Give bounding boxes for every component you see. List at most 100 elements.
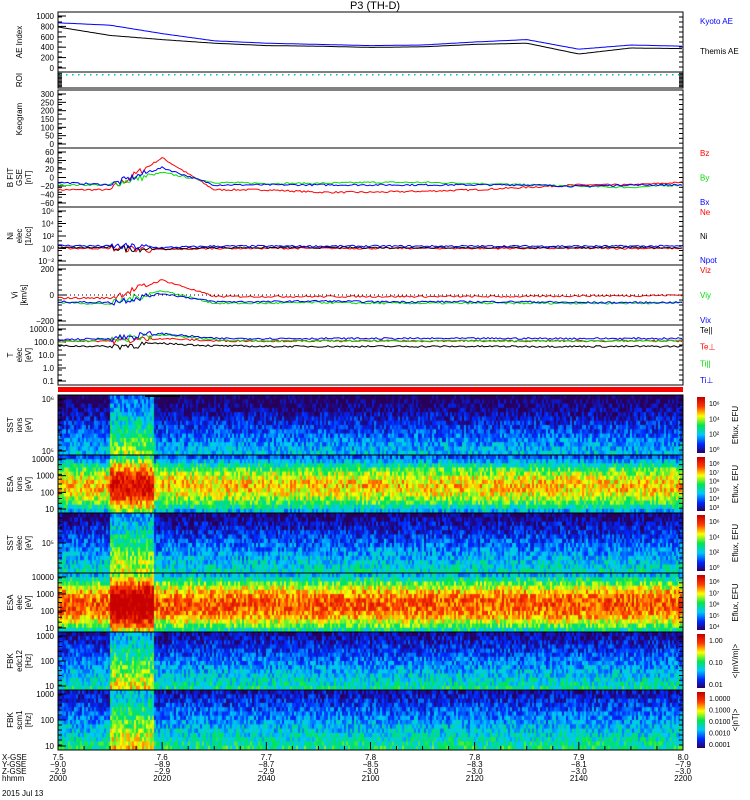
roi-dot [234,74,236,76]
y-tick-label: 10² [42,232,54,241]
y-tick-label: 250 [41,98,55,107]
colorbar-tick-label: 0.0001 [709,742,731,749]
y-tick-label: 10 [45,742,54,751]
roi-dot [168,74,170,76]
roi-dot [420,74,422,76]
series-line-viy [57,290,683,305]
y-axis-label: elec [15,536,24,551]
roi-dot [408,74,410,76]
y-axis-label: [eV] [24,477,33,491]
roi-dot [558,74,560,76]
y-axis-label: [km/s] [20,284,29,305]
roi-dot [60,74,62,76]
y-tick-label: 100 [41,657,55,666]
roi-dot [324,74,326,76]
y-axis-label: ions [15,418,24,433]
series-line-bx [57,166,683,188]
x-tick-label: 7.7 [261,753,273,762]
colorbar-tick-label: 10⁶ [709,602,720,609]
y-axis-label: SST [6,535,15,551]
roi-dot [336,74,338,76]
roi-dot [444,74,446,76]
y-tick-label: 400 [41,43,55,52]
roi-dot [372,74,374,76]
y-axis-label: [Hz] [24,654,33,668]
y-axis-label: [1/cc] [24,226,33,245]
y-tick-label: 1000 [36,12,54,21]
roi-dot [276,74,278,76]
fbk_scm-spectrogram [58,690,683,750]
roi-dot [264,74,266,76]
roi-dot [204,74,206,76]
y-tick-label: 10⁶ [42,207,54,216]
y-axis-label: SST [6,417,15,433]
panel-frame [57,631,684,691]
x-tick-label: −3.0 [571,767,587,776]
roi-dot [342,74,344,76]
roi-dot [552,74,554,76]
y-tick-label: 10000 [32,455,55,464]
x-tick-label: −8.7 [258,760,274,769]
roi-dot [390,74,392,76]
plot-title: P3 (TH-D) [349,0,401,12]
mode-bar [58,387,683,392]
colorbar-tick-label: 0.0100 [709,719,731,726]
y-axis-label: ESA [6,475,15,492]
colorbar-tick-label: 10⁶ [709,401,720,408]
y-tick-label: 100 [41,123,55,132]
roi-dot [654,74,656,76]
y-tick-label: 600 [41,33,55,42]
roi-dot [114,74,116,76]
y-axis-label: Vi [11,291,20,298]
panel-frame [57,689,684,751]
legend-entry: Te|| [700,326,713,335]
y-axis-label: elec [15,595,24,610]
colorbar-tick-label: 10⁰ [709,446,720,454]
x-tick-label: −7.9 [675,760,691,769]
y-tick-label: 100.0 [34,338,55,347]
y-axis-label: ROI [15,73,24,87]
roi-dot [258,74,260,76]
roi-dot [678,74,680,76]
roi-dot [174,74,176,76]
y-axis-label: [nT] [24,171,33,185]
series-line-bz [57,157,683,194]
colorbar-tick-label: 1.0000 [709,696,731,703]
colorbar-tick-label: 10⁶ [709,519,720,526]
y-axis-label: elec [15,229,24,244]
colorbar [697,575,705,630]
roi-dot [84,74,86,76]
roi-dot [186,74,188,76]
x-axis-row-label: Y-GSE [2,760,26,769]
roi-dot [492,74,494,76]
esa_ion-spectrogram [58,455,683,513]
x-tick-label: −2.9 [258,767,274,776]
y-axis-label: FBK [6,712,15,728]
x-tick-label: 2140 [570,774,588,783]
roi-dot [150,74,152,76]
series-line-themisae [57,26,682,55]
x-tick-label: −9.0 [50,760,66,769]
roi-dot [330,74,332,76]
y-tick-label: 1000 [36,690,54,699]
roi-dot [570,74,572,76]
roi-dot [222,74,224,76]
roi-dot [612,74,614,76]
y-axis-label: ESA [6,594,15,611]
y-tick-label: 10⁻² [38,257,54,266]
colorbar [697,692,705,748]
roi-dot [666,74,668,76]
roi-dot [96,74,98,76]
y-axis-label: [eV] [24,418,33,432]
x-tick-label: 2200 [674,774,692,783]
colorbar-tick-label: 1.00 [709,638,723,645]
roi-dot [78,74,80,76]
y-tick-label: 10⁰ [42,245,54,254]
y-axis-label: Ni [6,232,15,240]
roi-dot [456,74,458,76]
panel-frame [57,572,684,633]
roi-dot [594,74,596,76]
roi-dot [522,74,524,76]
roi-dot [312,74,314,76]
colorbar-tick-label: 10⁴ [709,534,720,541]
